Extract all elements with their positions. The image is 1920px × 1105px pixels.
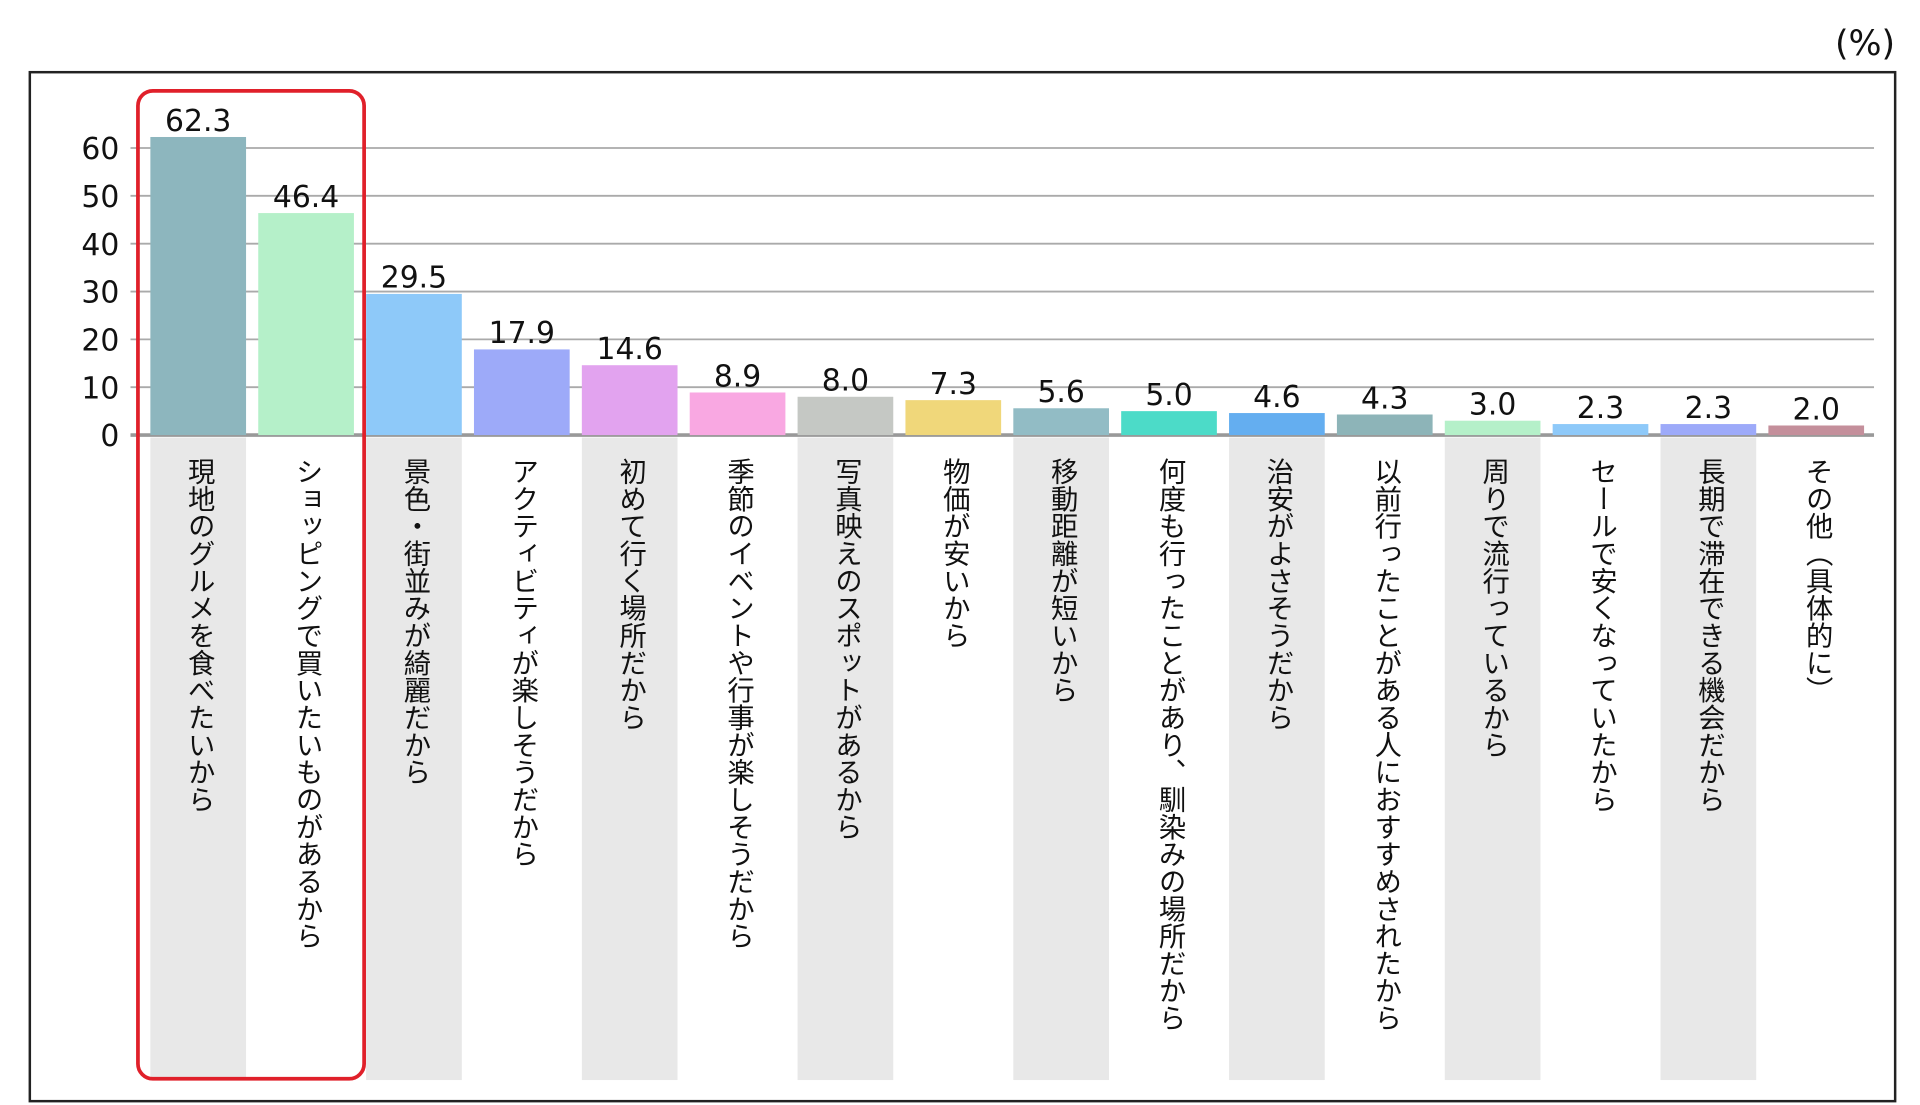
category-stripe: [1660, 437, 1757, 1081]
category-stripe: [1013, 437, 1110, 1081]
chart-frame: [28, 70, 1897, 1103]
category-label: 景色・街並みが綺麗だから: [398, 457, 431, 785]
bar: [905, 400, 1002, 436]
data-label: 8.0: [822, 364, 869, 399]
data-label: 4.6: [1253, 380, 1300, 415]
category-label: 何度も行ったことがあり、馴染みの場所だから: [1154, 457, 1187, 1031]
y-tick-label: 40: [81, 228, 119, 263]
data-label: 8.9: [714, 359, 761, 394]
category-stripe: [581, 437, 678, 1081]
bar: [1444, 420, 1541, 436]
bar: [473, 349, 570, 436]
data-label: 2.3: [1685, 391, 1732, 426]
category-label: 初めて行く場所だから: [614, 457, 647, 730]
category-label: ショッピングで買いたいものがあるから: [291, 457, 323, 949]
y-tick-label: 10: [81, 371, 119, 406]
data-label: 7.3: [930, 367, 977, 402]
category-stripe: [150, 437, 247, 1081]
data-label: 5.6: [1037, 375, 1084, 410]
y-tick-label: 50: [81, 180, 119, 215]
category-label: アクティビティが楽しそうだから: [506, 457, 539, 867]
data-label: 2.0: [1793, 392, 1840, 427]
category-label: 物価が安いから: [938, 457, 971, 648]
bar: [366, 293, 462, 436]
bar: [1552, 424, 1649, 436]
category-label: セールで安くなっていたから: [1585, 457, 1617, 812]
data-label: 5.0: [1145, 378, 1192, 413]
bar: [1121, 411, 1217, 436]
y-tick-label: 60: [81, 132, 119, 167]
unit-label: (%): [1835, 24, 1895, 64]
category-label: 季節のイベントや行事が楽しそうだから: [722, 457, 755, 949]
category-label: 以前行ったことがある人におすすめされたから: [1369, 457, 1402, 1031]
category-label: 長期で滞在できる機会だから: [1693, 457, 1726, 812]
y-tick-label: 20: [81, 324, 119, 359]
category-stripe: [366, 437, 462, 1081]
bar: [258, 213, 354, 436]
data-label: 46.4: [273, 180, 339, 215]
data-label: 2.3: [1577, 391, 1624, 426]
data-label: 3.0: [1469, 387, 1516, 422]
category-label: その他（具体的に）: [1801, 457, 1834, 703]
data-label: 62.3: [165, 104, 231, 139]
category-label: 周りで流行っているから: [1477, 457, 1510, 758]
bar: [1768, 425, 1865, 436]
data-label: 14.6: [596, 332, 662, 367]
category-stripe: [1229, 437, 1325, 1081]
highlight-box: [136, 88, 366, 1081]
bar: [1660, 424, 1757, 436]
category-stripe: [797, 437, 894, 1081]
y-tick-label: 0: [100, 419, 119, 454]
bar: [1229, 413, 1325, 436]
bar: [1336, 414, 1433, 436]
data-label: 29.5: [381, 261, 447, 296]
bar: [1013, 408, 1110, 436]
category-label: 移動距離が短いから: [1046, 457, 1079, 703]
bar: [797, 396, 894, 436]
bar: [689, 392, 786, 436]
data-label: 4.3: [1361, 381, 1408, 416]
category-label: 現地のグルメを食べたいから: [183, 457, 216, 812]
category-label: 治安がよさそうだから: [1261, 457, 1293, 730]
bar: [150, 136, 247, 436]
y-tick-label: 30: [81, 276, 119, 311]
data-label: 17.9: [489, 316, 555, 351]
category-label: 写真映えのスポットがあるから: [830, 457, 862, 840]
category-stripe: [1444, 437, 1541, 1081]
bar: [581, 365, 678, 436]
